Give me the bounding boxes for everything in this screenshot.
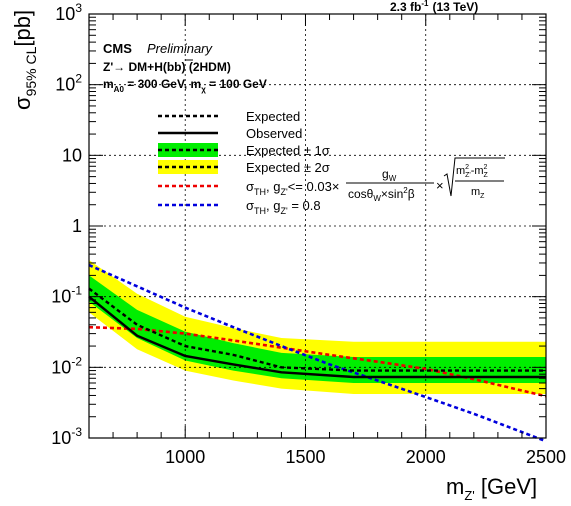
y-tick-label-exponent: 2 [75, 72, 82, 86]
sqrt-denominator: mZ [471, 186, 485, 200]
legend-observed-label: Observed [246, 126, 302, 141]
band-1sigma [89, 275, 546, 384]
y-tick-label: 10-2 [51, 354, 82, 377]
cms-label: CMS [103, 41, 132, 56]
y-tick-label: 10-1 [51, 284, 82, 307]
params-label: mA0 = 300 GeV, mχ = 100 GeV [103, 77, 267, 94]
x-axis-label: mZ' [GeV] [446, 474, 537, 503]
preliminary-label: Preliminary [147, 41, 214, 56]
sqrt-numerator: m2 Z'-m2 Z [456, 164, 488, 179]
lumi-label: 2.3 fb-1 (13 TeV) [390, 0, 478, 14]
x-tick-label: 1500 [285, 447, 325, 467]
legend-th1-label: σTH, gZ'<= 0.03× [246, 179, 339, 197]
y-tick-label-base: 10 [51, 357, 71, 377]
y-tick-label: 102 [55, 72, 82, 95]
axis-ticks [88, 14, 547, 439]
legend-expected-label: Expected [246, 109, 300, 124]
y-tick-label-exponent: -3 [71, 425, 82, 439]
theory-curve-gz-08 [88, 263, 547, 443]
y-tick-label-exponent: -1 [71, 284, 82, 298]
y-tick-label-base: 10 [51, 287, 71, 307]
y-tick-label: 10-3 [51, 425, 82, 448]
frac-denominator: cosθW×sin2β [348, 186, 415, 203]
model-label: Z'→ DM+H(bb) (2HDM) [103, 60, 231, 74]
y-tick-label-base: 10 [55, 4, 75, 24]
uncertainty-bands [89, 260, 546, 394]
y-tick-label-base: 10 [55, 75, 75, 95]
y-tick-label: 103 [55, 1, 82, 24]
theory-curve-gz-003 [88, 325, 547, 398]
y-tick-label-base: 10 [51, 428, 71, 448]
expected-limit-line [88, 287, 546, 372]
legend-th2-label: σTH, gZ' = 0.8 [246, 198, 321, 216]
y-tick-label-base: 10 [62, 145, 82, 165]
x-tick-label: 2500 [526, 447, 566, 467]
y-tick-label: 1 [72, 216, 82, 236]
legend: Expected Observed Expected ± 1σ Expected… [158, 109, 505, 216]
frac-numerator: gW [382, 167, 397, 183]
times-symbol: × [436, 178, 444, 193]
y-tick-label: 10 [62, 145, 82, 165]
legend-band2-label: Expected ± 2σ [246, 160, 330, 175]
y-tick-label-exponent: -2 [71, 354, 82, 368]
x-tick-label: 1000 [165, 447, 205, 467]
legend-band1-label: Expected ± 1σ [246, 143, 330, 158]
limit-curves [88, 263, 547, 443]
sqrt-symbol [443, 157, 505, 197]
x-tick-label: 2000 [406, 447, 446, 467]
observed-limit-line [88, 295, 546, 379]
y-tick-label-exponent: 3 [75, 1, 82, 15]
y-axis-label: σ95% CL[pb] [10, 10, 39, 110]
y-tick-label-base: 1 [72, 216, 82, 236]
